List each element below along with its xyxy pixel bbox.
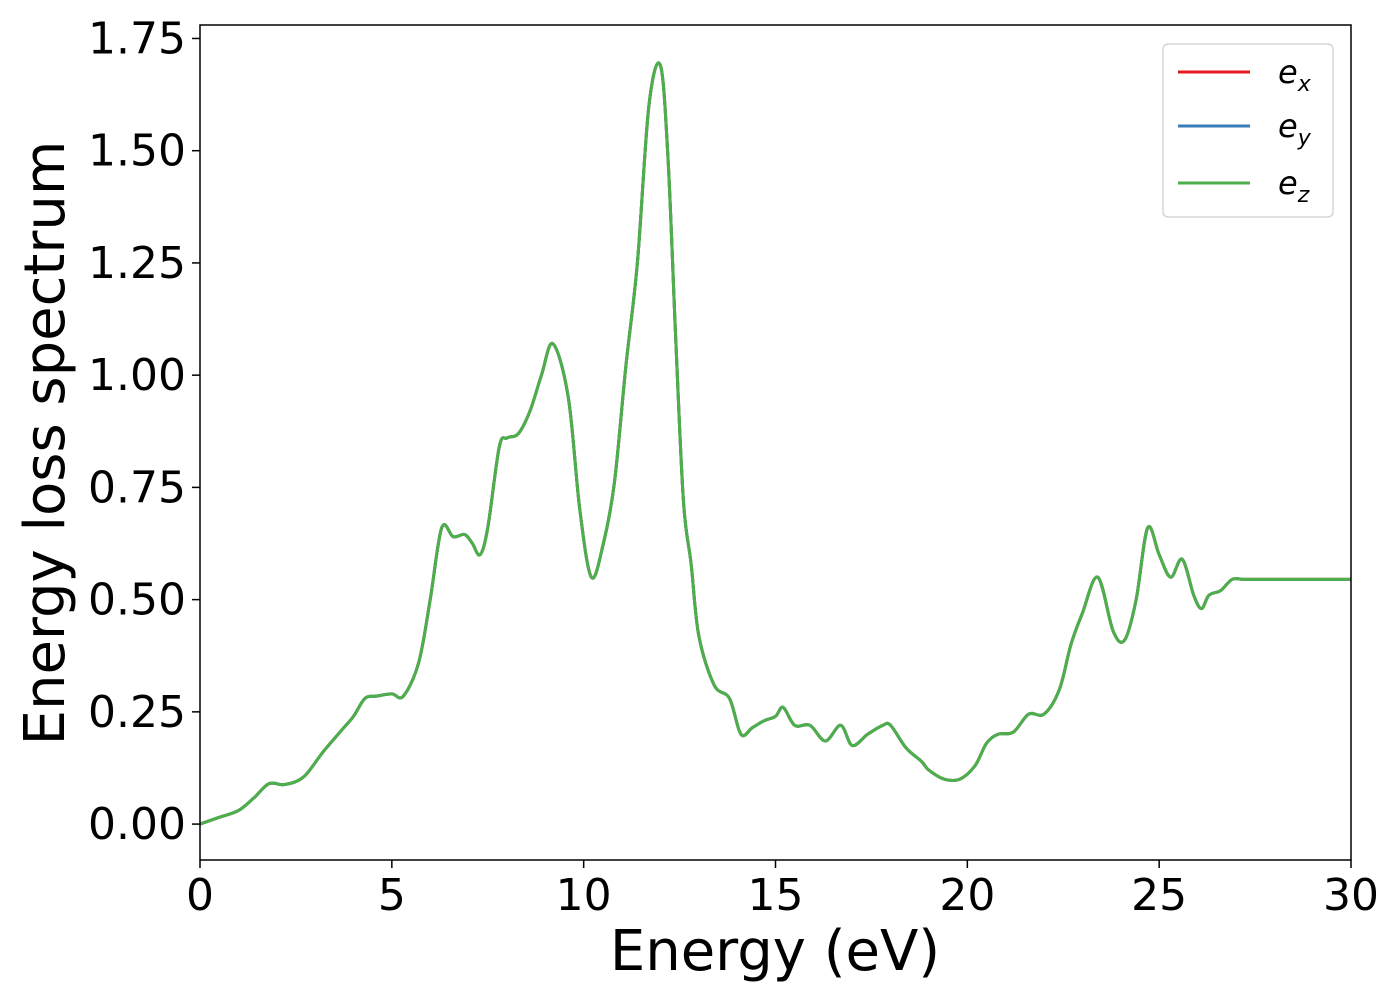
y-tick-label: 0.25 <box>88 687 186 738</box>
y-tick-label: 0.50 <box>88 575 186 626</box>
x-tick-label: 0 <box>186 870 214 921</box>
x-tick-label: 25 <box>1131 870 1187 921</box>
y-tick-label: 0.75 <box>88 462 186 513</box>
x-axis-label: Energy (eV) <box>610 919 940 984</box>
series-line-ez <box>199 61 1351 826</box>
data-lines <box>199 61 1351 826</box>
plot-background <box>200 25 1351 860</box>
x-tick-label: 5 <box>378 870 406 921</box>
legend: ex ey ez <box>1162 43 1334 218</box>
y-axis-ticks: 0.00 0.25 0.50 0.75 1.00 1.25 1.50 1.75 <box>88 13 200 850</box>
legend-box <box>1162 43 1334 218</box>
legend-label-ey: ey <box>1278 107 1312 151</box>
x-tick-label: 30 <box>1323 870 1379 921</box>
y-tick-label: 1.25 <box>88 238 186 289</box>
legend-label-ez: ez <box>1278 164 1310 208</box>
x-tick-label: 10 <box>556 870 612 921</box>
y-tick-label: 1.50 <box>88 126 186 177</box>
legend-label-ex: ex <box>1278 53 1312 97</box>
x-tick-label: 20 <box>939 870 995 921</box>
x-axis-ticks: 0 5 10 15 20 25 30 <box>186 860 1379 921</box>
y-tick-label: 0.00 <box>88 799 186 850</box>
y-axis-label: Energy loss spectrum <box>13 141 78 746</box>
y-tick-label: 1.00 <box>88 350 186 401</box>
y-tick-label: 1.75 <box>88 13 186 64</box>
x-tick-label: 15 <box>748 870 804 921</box>
